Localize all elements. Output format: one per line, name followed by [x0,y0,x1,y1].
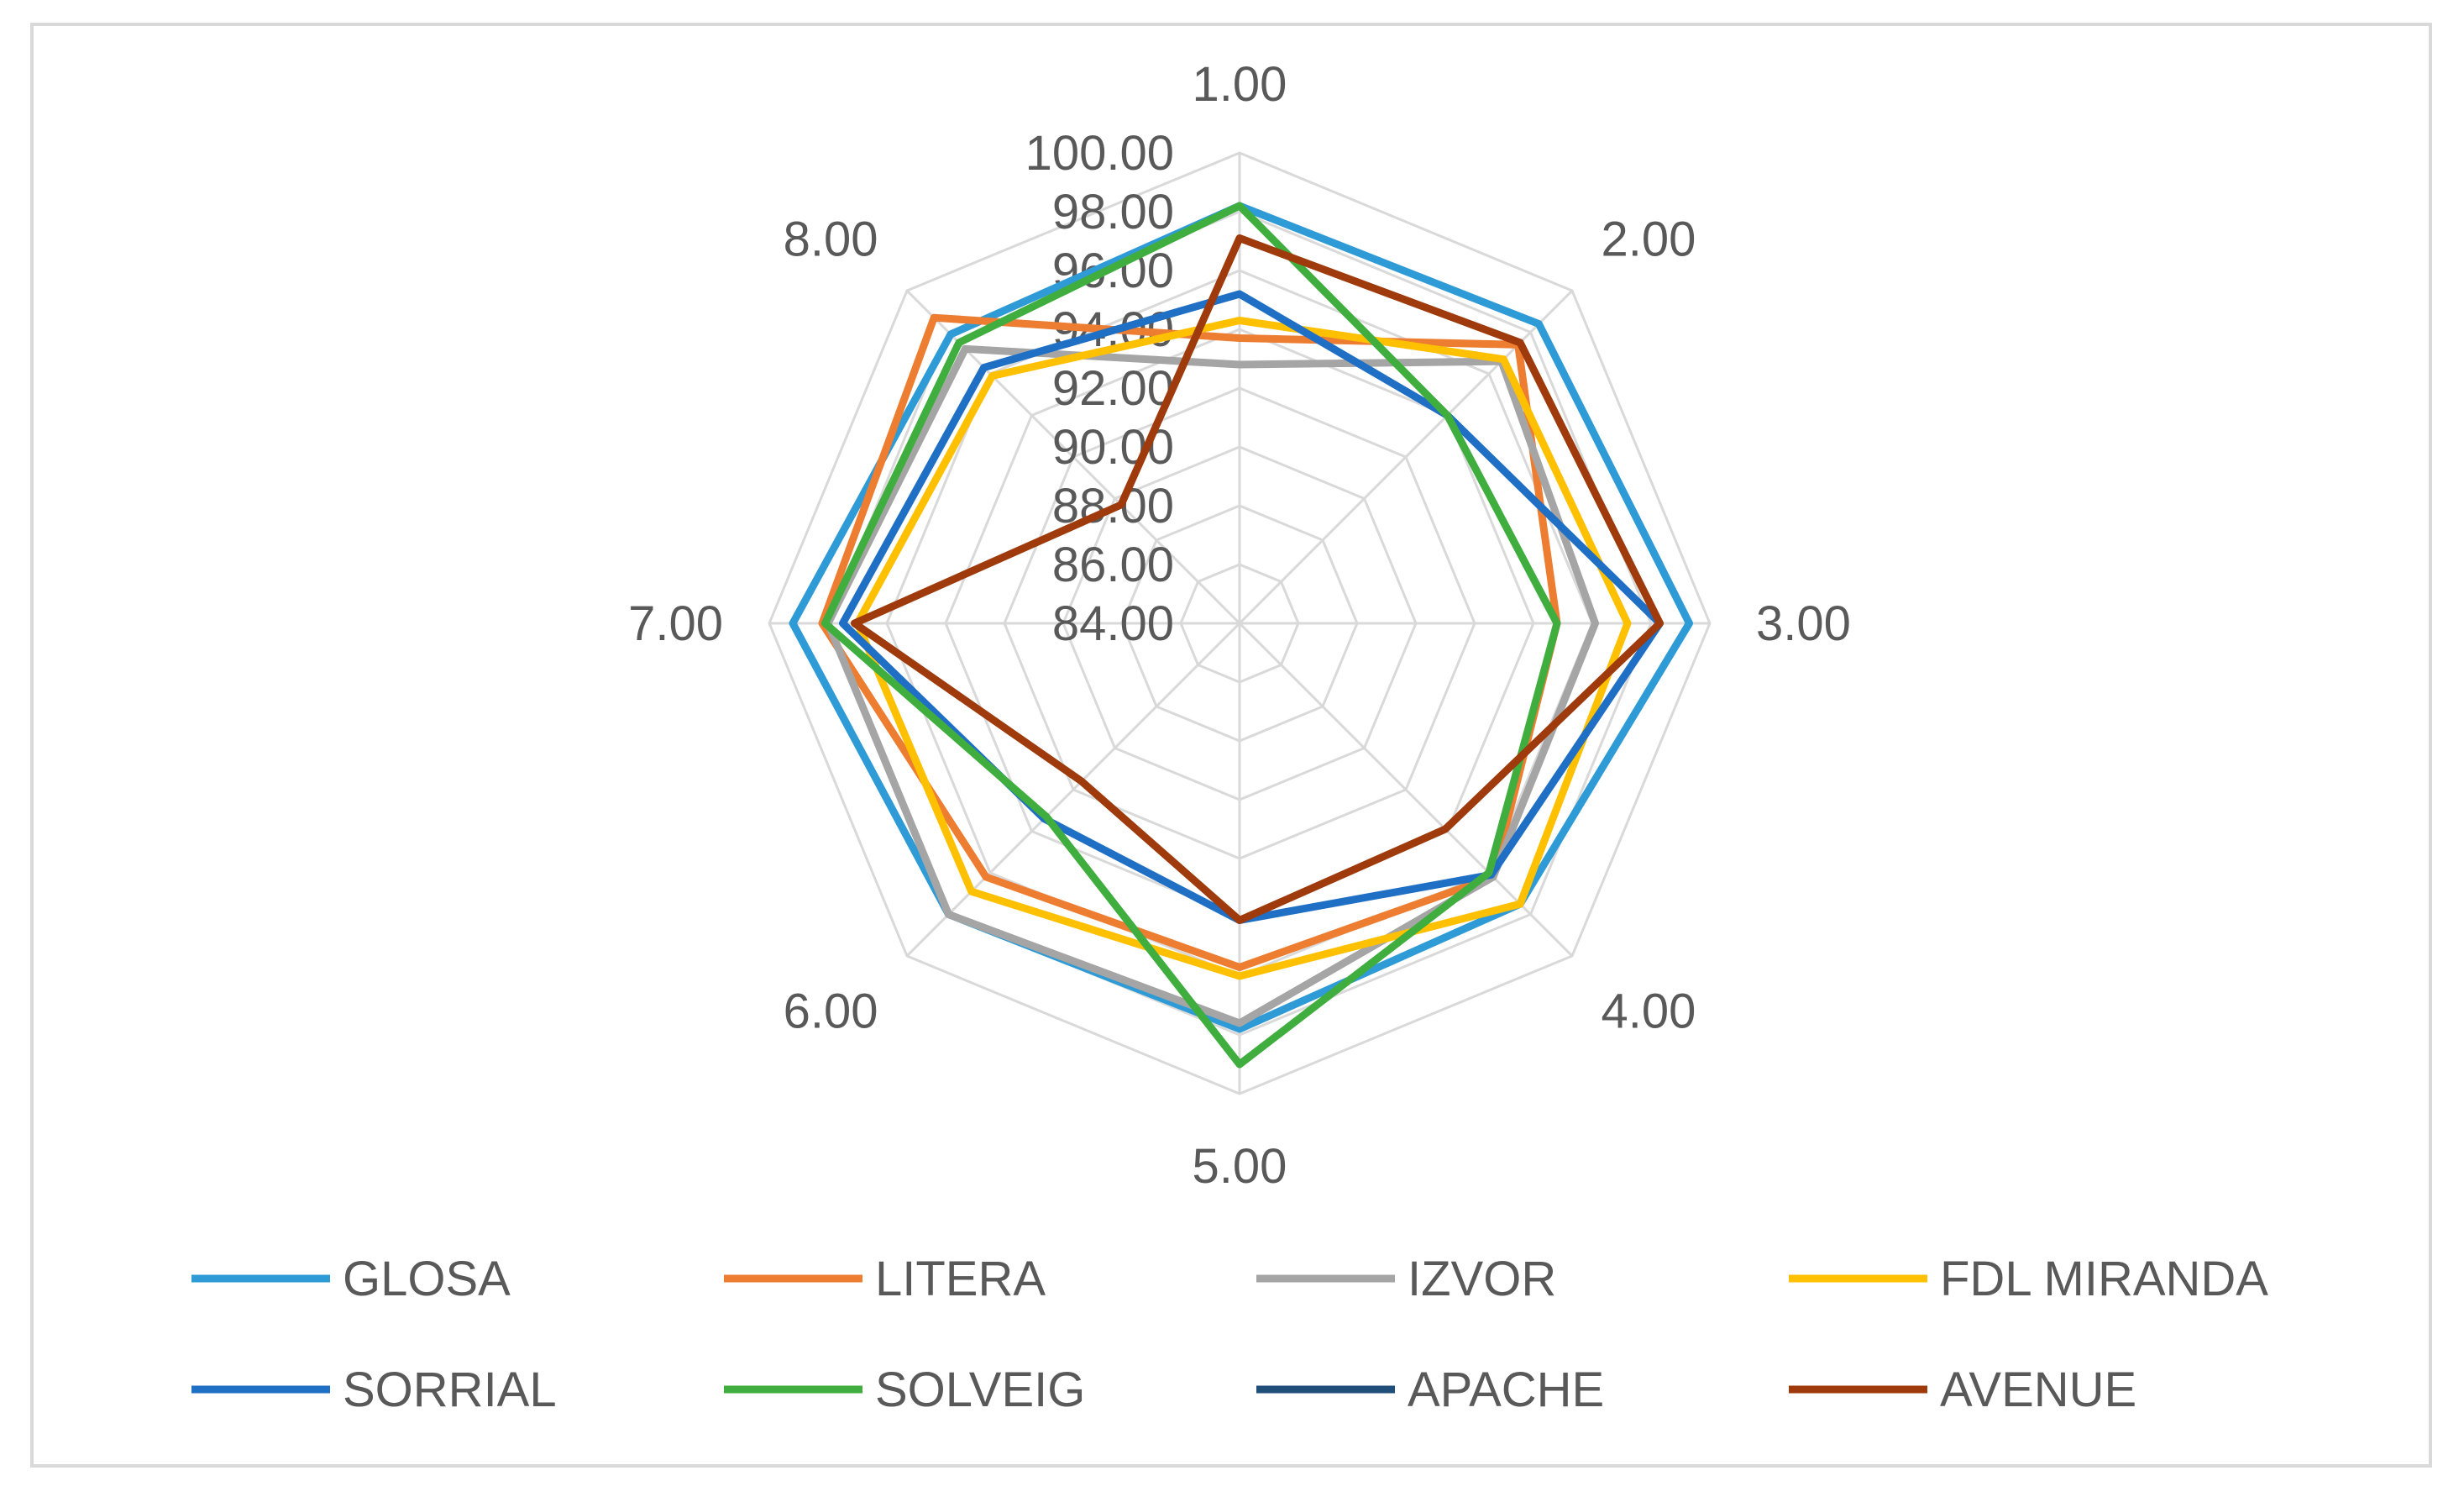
category-label: 6.00 [784,984,878,1038]
series-line-izvor [824,344,1599,1027]
tick-label: 84.00 [1052,596,1174,651]
legend-label-sorrial: SORRIAL [343,1363,557,1417]
legend-label-izvor: IZVOR [1408,1252,1556,1306]
tick-label: 92.00 [1052,361,1174,416]
grid-spoke [1238,622,1574,958]
category-label: 5.00 [1193,1139,1287,1194]
legend-label-glosa: GLOSA [343,1252,511,1306]
series-line-sorrial [839,290,1664,924]
series-line-fdl-miranda [853,317,1632,980]
legend-label-avenue: AVENUE [1940,1363,2136,1417]
category-axis-labels: 1.00 2.00 3.00 4.00 5.00 6.00 7.00 8.00 [628,57,1851,1194]
series-lines [789,202,1693,1069]
series-line-avenue [851,234,1664,924]
category-label: 4.00 [1601,984,1696,1038]
category-label: 8.00 [784,213,878,267]
series-line-glosa [789,202,1693,1033]
tick-label: 98.00 [1052,185,1174,239]
category-label: 7.00 [628,596,723,651]
legend-label-solveig: SOLVEIG [875,1363,1085,1417]
category-label: 1.00 [1193,57,1287,112]
legend-label-fdl-miranda: FDL MIRANDA [1940,1252,2268,1306]
radial-tick-labels: 84.0086.0088.0090.0092.0094.0096.0098.00… [1025,126,1174,651]
tick-label: 86.00 [1052,538,1174,592]
legend: GLOSA LITERA IZVOR FDL MIRANDA SORRIAL SOLVEI… [191,1252,2268,1417]
tick-label: 100.00 [1025,126,1174,181]
category-label: 3.00 [1756,596,1851,651]
category-label: 2.00 [1601,213,1696,267]
grid-spoke [905,289,1241,625]
series-line-solveig [821,202,1561,1069]
grid-spoke [905,622,1241,958]
legend-label-apache: APACHE [1408,1363,1604,1417]
legend-label-litera: LITERA [875,1252,1046,1306]
